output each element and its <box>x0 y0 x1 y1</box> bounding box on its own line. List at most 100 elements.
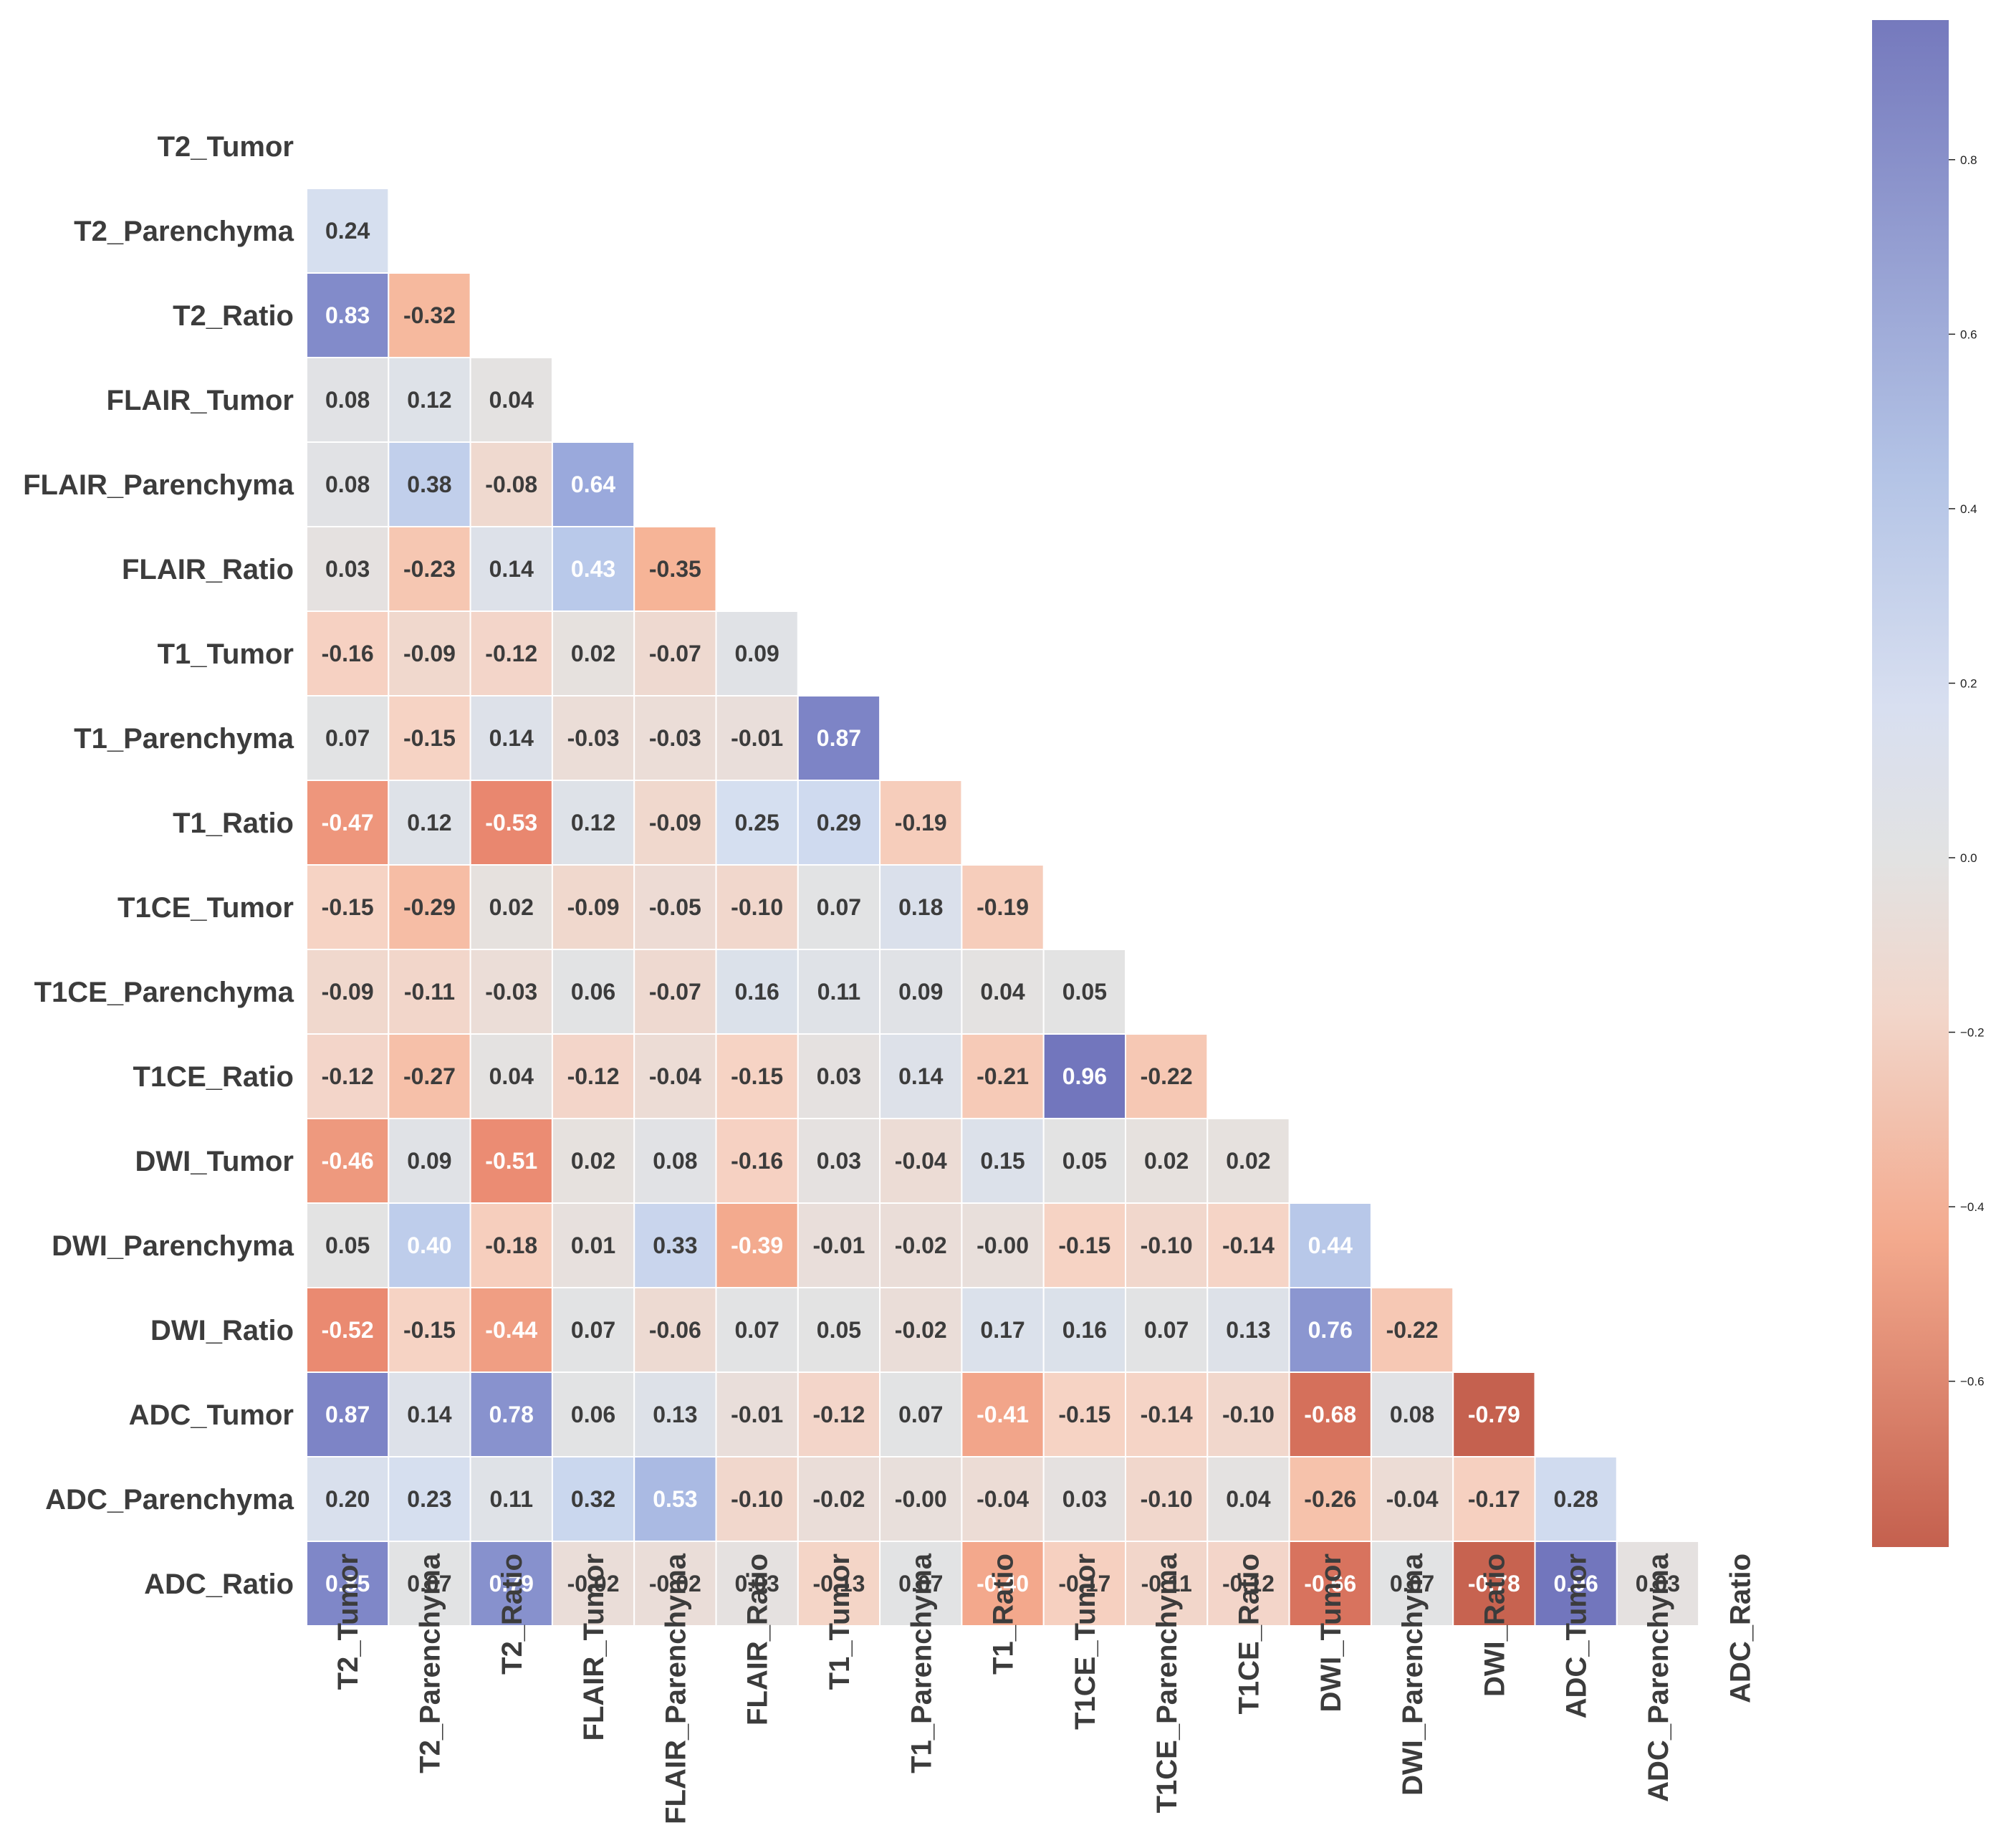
heatmap-cell <box>1288 1287 1372 1373</box>
heatmap-cell <box>879 1287 963 1373</box>
heatmap-cell <box>1206 1287 1290 1373</box>
heatmap-cell <box>879 1456 963 1542</box>
heatmap-cell <box>551 1118 635 1204</box>
heatmap-cell <box>1370 1456 1454 1542</box>
cell-value-label: -0.53 <box>485 810 537 836</box>
cell-value-label: -0.09 <box>649 810 701 836</box>
cell-value-label: -0.22 <box>1386 1317 1439 1343</box>
cell-value-label: 0.96 <box>1554 1571 1598 1596</box>
cell-value-label: -0.27 <box>403 1063 456 1089</box>
cell-value-label: -0.19 <box>895 810 947 836</box>
heatmap-cell <box>633 1202 717 1288</box>
colorbar-tick-label: −0.2 <box>1960 1026 1985 1040</box>
cell-value-label: 0.05 <box>1062 979 1107 1005</box>
cell-value-label: -0.09 <box>322 979 374 1005</box>
column-label: T1_Tumor <box>824 1553 855 1690</box>
heatmap-cell <box>879 1541 963 1627</box>
cell-value-label: -0.02 <box>812 1486 865 1512</box>
cell-value-label: 0.07 <box>407 1571 451 1596</box>
heatmap-cell <box>551 949 635 1035</box>
column-label: ADC_Ratio <box>1724 1553 1756 1703</box>
heatmap-cell <box>1125 1371 1209 1457</box>
heatmap-cell <box>306 780 390 866</box>
column-label: DWI_Parenchyma <box>1397 1553 1429 1796</box>
cell-value-label: -0.05 <box>649 894 701 920</box>
colorbar-tick-label: −0.6 <box>1960 1375 1985 1389</box>
cell-value-label: -0.04 <box>1386 1486 1439 1512</box>
heatmap-cell <box>1288 1202 1372 1288</box>
heatmap-cell <box>715 864 799 950</box>
cell-value-label: -0.15 <box>1058 1232 1110 1258</box>
heatmap-cell <box>879 780 963 866</box>
colorbar: 0.8 0.6 0.4 0.2 0.0 −0.2 −0.4 −0.6 <box>1872 20 1985 1547</box>
cell-value-label: -0.79 <box>1468 1402 1520 1427</box>
row-label: FLAIR_Tumor <box>107 385 294 416</box>
heatmap-cell <box>388 611 471 696</box>
heatmap-cell <box>306 695 390 781</box>
cell-value-label: -0.03 <box>485 979 537 1005</box>
cell-value-label: -0.12 <box>1222 1571 1275 1596</box>
cell-value-label: -0.10 <box>731 1486 783 1512</box>
heatmap-cell <box>469 1202 553 1288</box>
column-label: ADC_Parenchyma <box>1643 1553 1674 1802</box>
cell-value-label: 0.14 <box>407 1402 451 1427</box>
heatmap-cell <box>961 1118 1045 1204</box>
colorbar-tick-label: −0.4 <box>1960 1200 1985 1214</box>
cell-value-label: -0.16 <box>322 641 374 666</box>
cell-value-label: 0.17 <box>980 1317 1025 1343</box>
heatmap-cell <box>388 526 471 612</box>
row-label: DWI_Parenchyma <box>52 1230 294 1262</box>
heatmap-cell <box>715 1202 799 1288</box>
heatmap-cell <box>306 1541 390 1627</box>
cell-value-label: -0.12 <box>567 1063 620 1089</box>
cell-value-label: -0.12 <box>812 1402 865 1427</box>
heatmap-cell <box>1452 1456 1536 1542</box>
cell-value-label: -0.18 <box>485 1232 537 1258</box>
cell-value-label: -0.13 <box>812 1571 865 1596</box>
cell-value-label: -0.12 <box>485 641 537 666</box>
heatmap-cell <box>715 1033 799 1119</box>
row-label: DWI_Ratio <box>150 1315 294 1346</box>
cell-value-label: 0.06 <box>571 1402 615 1427</box>
cell-value-label: 0.07 <box>898 1402 943 1427</box>
heatmap-cell <box>1125 1202 1209 1288</box>
heatmap-cell <box>1125 1118 1209 1204</box>
cell-value-label: 0.02 <box>1226 1148 1270 1174</box>
cell-value-label: -0.11 <box>1141 1571 1192 1596</box>
cell-value-label: -0.29 <box>403 894 456 920</box>
row-label: T1CE_Tumor <box>117 892 294 924</box>
heatmap-cell <box>715 1541 799 1627</box>
heatmap-cell <box>551 1456 635 1542</box>
heatmap-cell <box>961 1033 1045 1119</box>
cell-value-label: 0.20 <box>325 1486 370 1512</box>
colorbar-tick-label: 0.6 <box>1960 327 1977 341</box>
heatmap-cell <box>715 1287 799 1373</box>
cell-value-label: 0.29 <box>817 810 861 836</box>
cell-value-label: 0.38 <box>407 471 451 497</box>
heatmap-cell <box>469 611 553 696</box>
cell-value-label: -0.00 <box>895 1486 947 1512</box>
heatmap-cell <box>1206 1456 1290 1542</box>
cell-value-label: -0.44 <box>485 1317 537 1343</box>
heatmap-cell <box>306 949 390 1035</box>
cell-value-label: -0.09 <box>403 641 456 666</box>
heatmap-cell <box>1616 1541 1700 1627</box>
cell-value-label: -0.09 <box>567 894 620 920</box>
cell-value-label: -0.15 <box>403 725 456 751</box>
heatmap-cell <box>388 441 471 527</box>
heatmap-cell <box>388 1371 471 1457</box>
cell-value-label: 0.07 <box>735 1317 779 1343</box>
cell-value-label: 0.07 <box>817 894 861 920</box>
row-label: FLAIR_Parenchyma <box>23 469 294 501</box>
cell-value-label: 0.02 <box>571 1148 615 1174</box>
heatmap-cell <box>1125 1033 1209 1119</box>
colorbar-tick-label: 0.4 <box>1960 502 1977 516</box>
heatmap-cell <box>633 1287 717 1373</box>
heatmap-cell <box>1042 949 1126 1035</box>
cell-value-label: 0.02 <box>1144 1148 1189 1174</box>
heatmap-cell <box>1042 1118 1126 1204</box>
row-label: T1_Ratio <box>173 808 294 839</box>
heatmap-cell <box>1452 1371 1536 1457</box>
cell-value-label: 0.05 <box>1062 1148 1107 1174</box>
column-label: T1_Ratio <box>988 1553 1019 1675</box>
